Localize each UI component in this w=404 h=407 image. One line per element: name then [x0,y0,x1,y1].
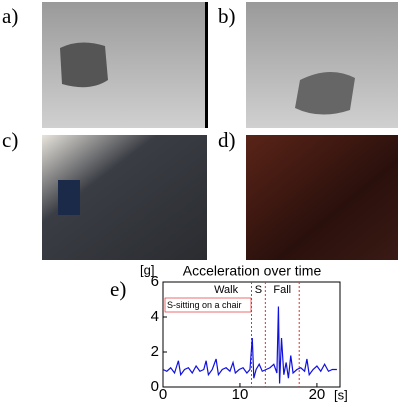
image-edge [205,2,208,128]
data-line [162,306,337,384]
chart-title: Acceleration over time [183,263,322,279]
phase-label: S [255,284,262,296]
x-axis-label: [s] [334,387,348,402]
y-axis-label: [g] [140,262,154,277]
panel-label: b) [218,4,236,28]
panel-label: d) [218,128,236,152]
color-image [246,135,398,260]
x-tick-label: 20 [309,386,326,402]
phase-label: Walk [214,284,239,296]
y-tick-label: 6 [151,273,159,290]
x-tick-label: 0 [159,386,167,402]
image-blob [295,71,355,115]
note-box [164,297,252,313]
phase-label: Fall [273,284,291,296]
chart: e) Acceleration over time [g] [s] 0 2 4 6 0 10 20 W… [110,262,348,403]
y-tick-label: 0 [151,378,159,395]
y-tick-label: 2 [151,343,159,360]
panel-label: e) [110,277,126,301]
panel-label: c) [2,128,18,152]
person [58,180,80,215]
panel-label: a) [2,4,18,28]
image-blob [60,42,108,88]
y-tick-label: 4 [151,308,159,325]
x-tick-label: 10 [232,386,249,402]
note: S-sitting on a chair [167,300,242,310]
